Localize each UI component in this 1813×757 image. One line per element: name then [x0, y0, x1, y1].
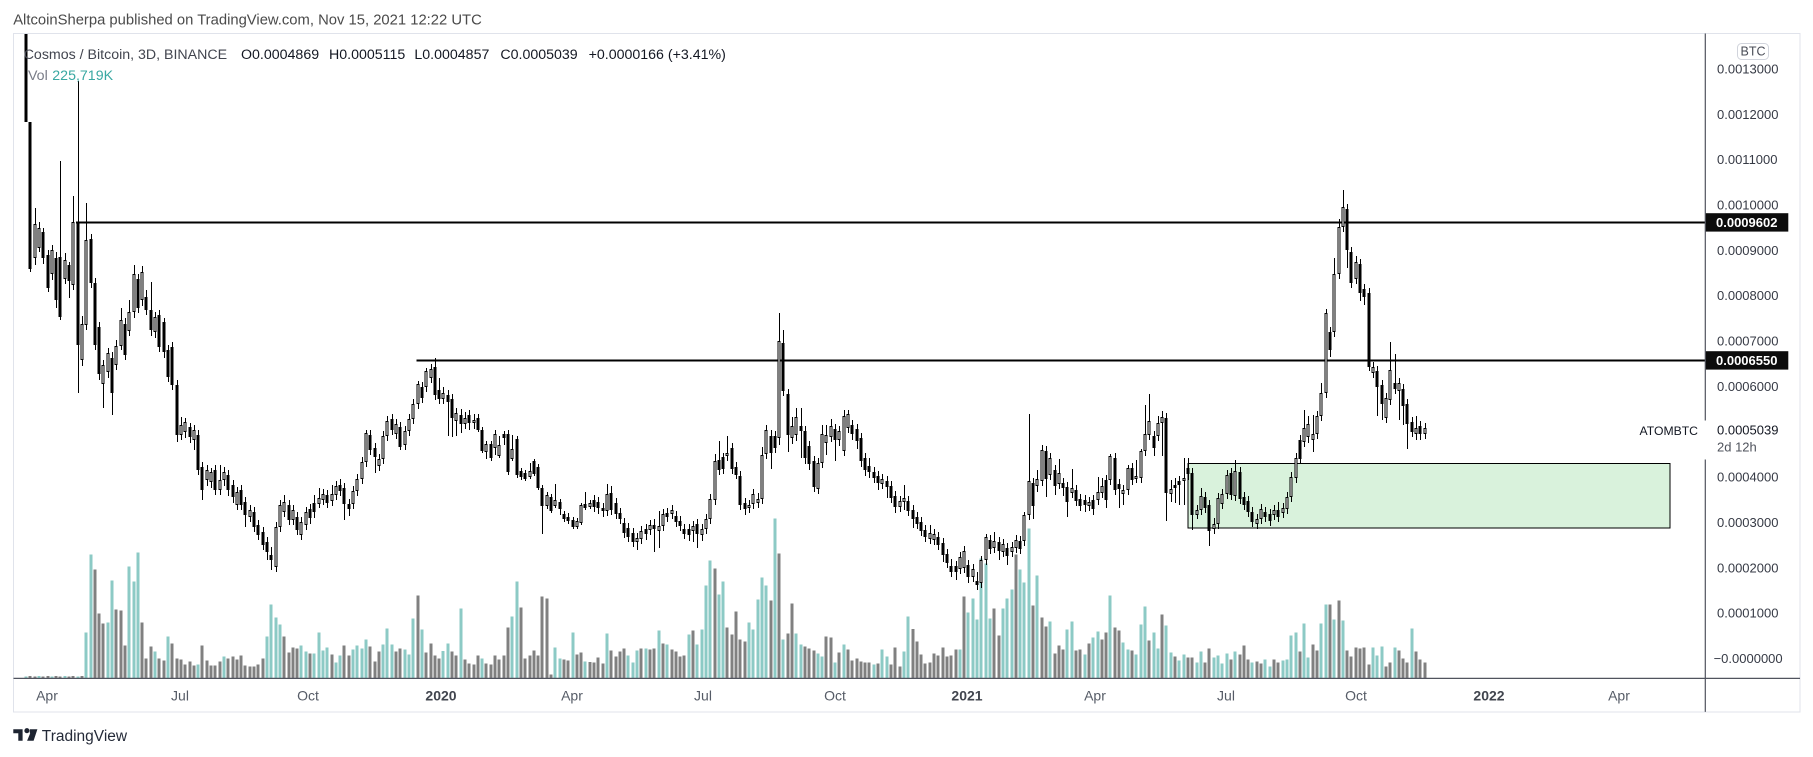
svg-text:0.0013000: 0.0013000 — [1717, 62, 1778, 77]
svg-text:C0.0005039: C0.0005039 — [500, 47, 577, 63]
svg-text:0.0009602: 0.0009602 — [1716, 215, 1777, 230]
svg-text:Jul: Jul — [171, 688, 189, 704]
svg-text:Apr: Apr — [561, 688, 583, 704]
svg-text:Jul: Jul — [694, 688, 712, 704]
svg-text:0.0002000: 0.0002000 — [1717, 560, 1778, 575]
svg-text:Oct: Oct — [1345, 688, 1367, 704]
svg-text:BTC: BTC — [1741, 45, 1766, 59]
svg-text:ATOMBTC: ATOMBTC — [1640, 424, 1699, 438]
svg-text:Jul: Jul — [1217, 688, 1235, 704]
svg-text:Oct: Oct — [297, 688, 319, 704]
svg-text:TradingView: TradingView — [42, 728, 128, 745]
svg-text:0.0012000: 0.0012000 — [1717, 107, 1778, 122]
svg-text:0.0010000: 0.0010000 — [1717, 198, 1778, 213]
svg-text:2022: 2022 — [1473, 688, 1504, 704]
svg-text:0.0007000: 0.0007000 — [1717, 334, 1778, 349]
svg-text:2021: 2021 — [951, 688, 982, 704]
svg-text:H0.0005115: H0.0005115 — [329, 47, 405, 63]
svg-text:0.0009000: 0.0009000 — [1717, 243, 1778, 258]
svg-text:Oct: Oct — [824, 688, 846, 704]
svg-text:0.0008000: 0.0008000 — [1717, 288, 1778, 303]
svg-text:L0.0004857: L0.0004857 — [414, 47, 489, 63]
svg-text:2020: 2020 — [425, 688, 456, 704]
svg-text:225,719K: 225,719K — [52, 68, 113, 84]
svg-text:Apr: Apr — [36, 688, 58, 704]
svg-text:0.0004000: 0.0004000 — [1717, 470, 1778, 485]
svg-text:Cosmos / Bitcoin, 3D, BINANCE: Cosmos / Bitcoin, 3D, BINANCE — [24, 47, 227, 63]
svg-text:0.0001000: 0.0001000 — [1717, 606, 1778, 621]
svg-text:0.0006550: 0.0006550 — [1716, 353, 1777, 368]
svg-text:Vol: Vol — [28, 68, 48, 84]
svg-text:O0.0004869: O0.0004869 — [241, 47, 319, 63]
svg-text:0.0006000: 0.0006000 — [1717, 379, 1778, 394]
svg-text:+0.0000166 (+3.41%): +0.0000166 (+3.41%) — [589, 47, 726, 63]
svg-text:0.0011000: 0.0011000 — [1717, 152, 1778, 167]
svg-text:0.0005039: 0.0005039 — [1717, 423, 1778, 438]
svg-text:Apr: Apr — [1084, 688, 1106, 704]
svg-text:AltcoinSherpa published on Tra: AltcoinSherpa published on TradingView.c… — [13, 13, 482, 29]
svg-text:−0.0000000: −0.0000000 — [1714, 651, 1783, 666]
svg-text:2d 12h: 2d 12h — [1717, 440, 1757, 455]
svg-text:0.0003000: 0.0003000 — [1717, 515, 1778, 530]
svg-text:Apr: Apr — [1608, 688, 1630, 704]
